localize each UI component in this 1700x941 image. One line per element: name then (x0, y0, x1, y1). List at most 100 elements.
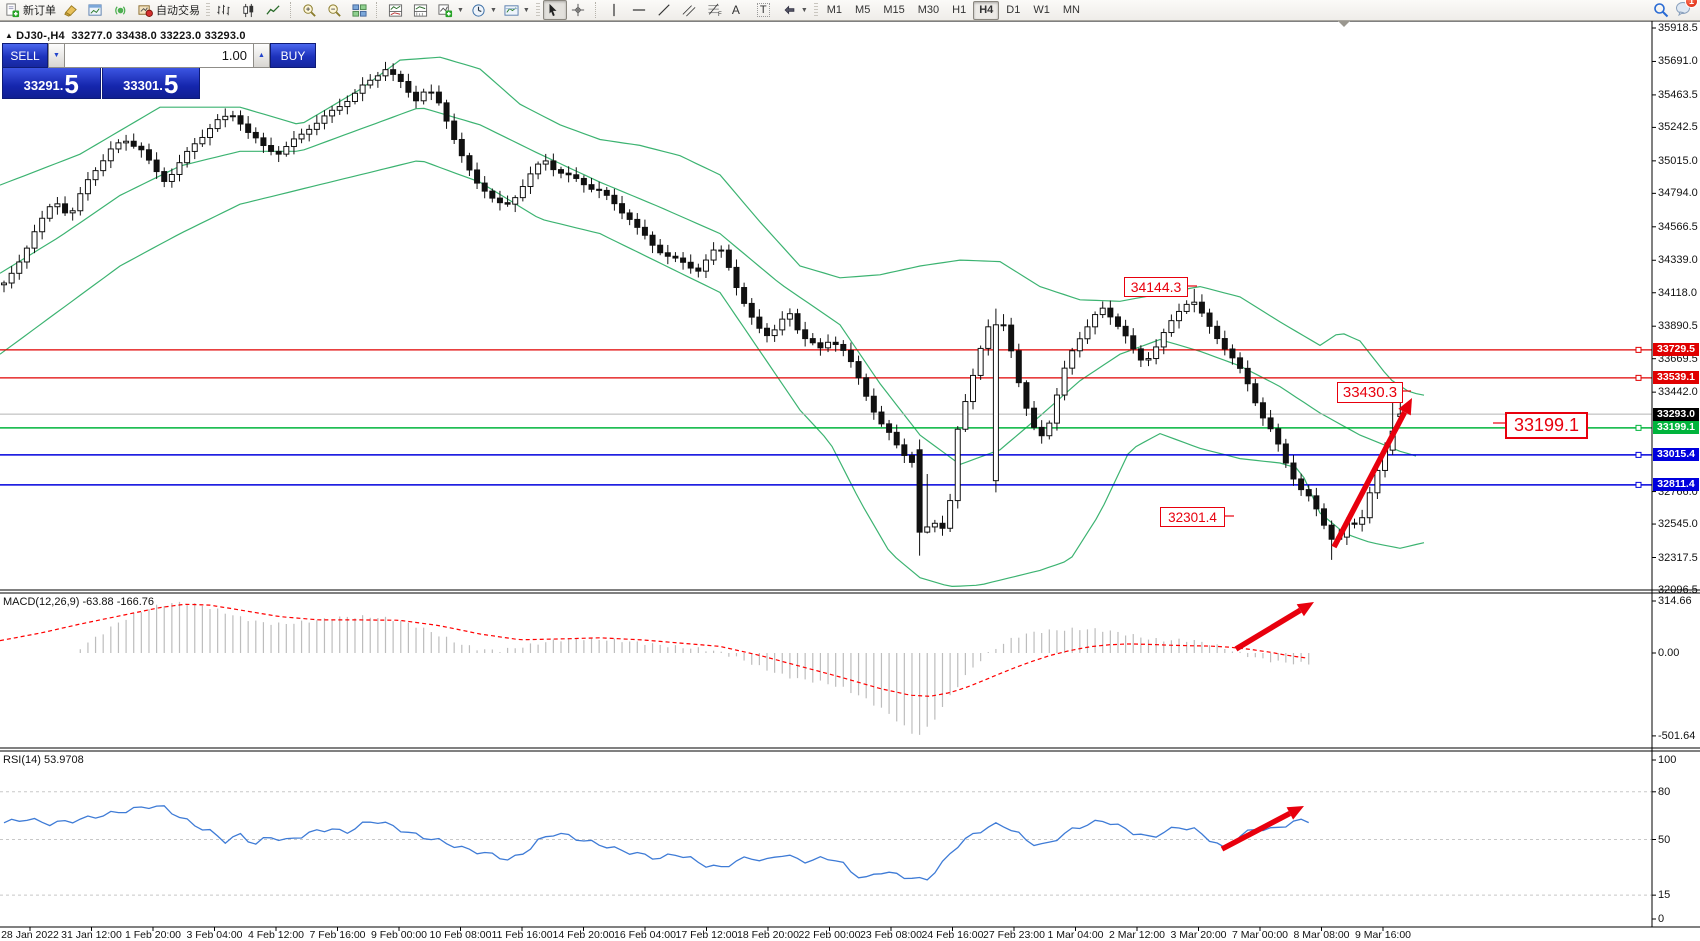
price-tick-label: 33890.5 (1658, 320, 1698, 333)
candle-body (908, 454, 915, 463)
timeframe-button-D1[interactable]: D1 (1006, 3, 1021, 16)
time-label: 24 Feb 16:00 (921, 929, 984, 941)
price-annotation-33430.3[interactable]: 33430.3 (1337, 382, 1403, 403)
price-annotation-34144.3[interactable]: 34144.3 (1124, 277, 1188, 297)
time-label: 27 Feb 23:00 (983, 929, 1045, 941)
text-tool-button[interactable]: A (729, 0, 753, 20)
hline-anchor[interactable] (1635, 346, 1642, 353)
timeframe-button-H1[interactable]: H1 (952, 3, 967, 16)
eraser-button[interactable] (60, 0, 84, 20)
timeframe-button-M30[interactable]: M30 (917, 3, 940, 16)
period-button[interactable]: ▼ (468, 0, 500, 20)
chart-window-button[interactable] (85, 0, 109, 20)
price-tick-label: 34118.0 (1658, 286, 1697, 299)
sound-button[interactable] (110, 0, 134, 20)
candle-body (138, 145, 145, 151)
crosshair-tool-button[interactable] (568, 0, 592, 20)
timeframe-button-M15[interactable]: M15 (883, 3, 905, 16)
label-tool-button[interactable]: T (754, 0, 778, 20)
trendline-tool-button[interactable] (654, 0, 678, 20)
indicator-window-button[interactable] (385, 0, 409, 20)
timeframe-button-MN[interactable]: MN (1062, 3, 1080, 16)
candle-body (1114, 316, 1121, 327)
tile-windows-button[interactable] (349, 0, 373, 20)
timeframe-button-M5[interactable]: M5 (855, 3, 871, 16)
candle-body (1198, 301, 1205, 314)
rsi-line (3, 805, 1309, 881)
candle-body (825, 341, 832, 349)
buy-price-display[interactable]: 33301. 5 (101, 68, 200, 99)
candle-body (924, 526, 931, 533)
hline-anchor[interactable] (1635, 481, 1642, 488)
bollinger-middle-band (0, 107, 1417, 466)
price-annotation-33199.1[interactable]: 33199.1 (1505, 412, 1588, 439)
hline-anchor[interactable] (1635, 451, 1642, 458)
candle-body (130, 140, 137, 147)
line-chart-mode-button[interactable] (263, 0, 287, 20)
toolbar-grip (206, 3, 210, 17)
arrows-tool-button[interactable]: ▼ (779, 0, 811, 20)
lot-increase-button[interactable]: ▲ (253, 43, 270, 68)
channel-icon (682, 5, 696, 17)
trend-arrow-rsi[interactable] (1220, 810, 1292, 852)
candle-body (702, 259, 709, 272)
price-annotation-32301.4[interactable]: 32301.4 (1160, 507, 1225, 527)
candle-body (1015, 350, 1022, 384)
candle-body (840, 343, 847, 351)
horizontal-line-tool-button[interactable] (629, 0, 653, 20)
candle-body (31, 231, 38, 249)
clock-icon (472, 3, 485, 17)
candle-body (786, 313, 793, 320)
timeframe-button-H4[interactable]: H4 (973, 0, 1000, 20)
search-icon[interactable] (1653, 2, 1669, 18)
autotrading-button[interactable]: 自动交易 (135, 0, 203, 20)
sell-price-display[interactable]: 33291. 5 (2, 68, 101, 99)
trend-arrow-macd[interactable] (1234, 607, 1302, 652)
time-label: 10 Feb 08:00 (429, 929, 492, 941)
candle-body (298, 133, 305, 140)
candle-body (1122, 325, 1129, 337)
timeframe-button-M1[interactable]: M1 (826, 3, 843, 16)
sell-button[interactable]: SELL (2, 43, 48, 68)
candle-body (1351, 522, 1358, 525)
candle-body (1145, 358, 1152, 361)
candle-body (191, 143, 198, 152)
bar-chart-mode-button[interactable] (213, 0, 237, 20)
add-indicator-icon (438, 3, 453, 17)
candle-body (145, 149, 152, 161)
cursor-tool-button[interactable] (542, 0, 567, 20)
notifications-button[interactable]: 1 (1675, 0, 1698, 21)
template-button[interactable]: ▼ (501, 0, 533, 20)
fibonacci-tool-button[interactable]: F (704, 0, 728, 20)
candle-body (107, 148, 114, 162)
candle-body (863, 377, 870, 397)
lot-size-input[interactable] (65, 43, 253, 68)
candle-body (893, 431, 900, 446)
zoom-in-button[interactable] (299, 0, 323, 20)
channel-tool-button[interactable] (679, 0, 703, 20)
add-indicator-button[interactable]: ▼ (435, 0, 467, 20)
pane-splitter-marker[interactable] (1338, 21, 1350, 27)
zoom-out-button[interactable] (324, 0, 348, 20)
buy-button[interactable]: BUY (270, 43, 316, 68)
dropdown-caret-icon: ▼ (457, 6, 464, 14)
macd-tick-label: -501.64 (1658, 729, 1696, 742)
candle-body (985, 326, 992, 349)
lot-decrease-button[interactable]: ▼ (48, 43, 65, 68)
candlestick-mode-button[interactable] (238, 0, 262, 20)
candle-body (1290, 462, 1297, 480)
trend-arrow-main[interactable] (1331, 410, 1408, 549)
hline-anchor[interactable] (1635, 374, 1642, 381)
symbol-name: DJ30-,H4 (16, 30, 65, 42)
candle-body (420, 91, 427, 102)
candle-body (977, 347, 984, 376)
candle-body (115, 142, 122, 150)
candle-body (512, 197, 519, 205)
vertical-line-tool-button[interactable] (604, 0, 628, 20)
price-tick-label: 35691.0 (1658, 55, 1698, 68)
timeframe-button-W1[interactable]: W1 (1033, 3, 1050, 16)
new-order-button[interactable]: 新订单 (2, 0, 59, 20)
hline-anchor[interactable] (1635, 424, 1642, 431)
indicator-window2-button[interactable] (410, 0, 434, 20)
